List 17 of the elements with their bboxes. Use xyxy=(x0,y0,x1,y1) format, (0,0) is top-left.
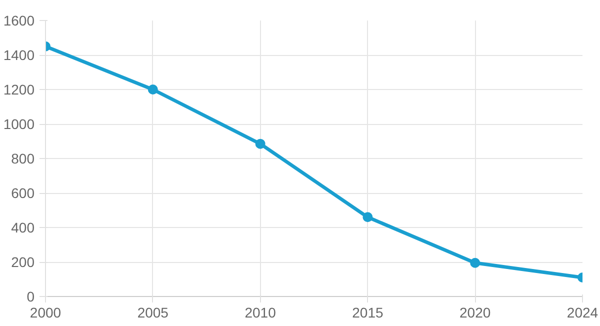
point xyxy=(362,212,373,222)
y-tick-label: 200 xyxy=(11,254,35,270)
y-tick-label: 1400 xyxy=(3,47,35,63)
point xyxy=(255,138,266,149)
y-tick-label: 400 xyxy=(11,220,35,236)
y-tick-label: 600 xyxy=(11,185,35,201)
x-tick-label: 2010 xyxy=(244,304,276,320)
x-tick-label: 2015 xyxy=(352,304,384,320)
x-tick-label: 2020 xyxy=(460,304,491,320)
y-tick-label: 0 xyxy=(26,288,35,304)
y-tick-label: 1600 xyxy=(3,12,35,28)
y-tick-label: 800 xyxy=(11,150,35,166)
y-tick-label: 1200 xyxy=(3,82,35,98)
x-tick-label: 2024 xyxy=(566,304,598,320)
y-tick-label: 1000 xyxy=(3,116,35,132)
x-tick-label: 2000 xyxy=(30,304,62,320)
x-tick-label: 2005 xyxy=(137,304,169,320)
